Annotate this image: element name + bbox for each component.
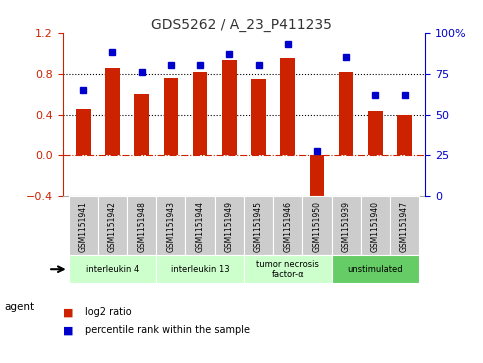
Bar [69, 196, 98, 255]
Bar [185, 196, 215, 255]
Text: interleukin 4: interleukin 4 [86, 265, 139, 274]
Text: GSM1151944: GSM1151944 [196, 201, 205, 252]
Bar [302, 196, 331, 255]
Text: ■: ■ [63, 307, 73, 317]
Text: GSM1151945: GSM1151945 [254, 201, 263, 252]
Text: GSM1151947: GSM1151947 [400, 201, 409, 252]
Text: GSM1151950: GSM1151950 [313, 201, 322, 252]
Text: ■: ■ [63, 325, 73, 335]
Text: GSM1151948: GSM1151948 [137, 201, 146, 252]
Bar [156, 196, 185, 255]
Text: GDS5262 / A_23_P411235: GDS5262 / A_23_P411235 [151, 18, 332, 32]
Bar [339, 72, 354, 155]
Text: GSM1151942: GSM1151942 [108, 201, 117, 252]
Bar [331, 255, 419, 283]
Text: GSM1151940: GSM1151940 [371, 201, 380, 252]
Bar [390, 196, 419, 255]
Text: agent: agent [5, 302, 35, 312]
Bar [127, 196, 156, 255]
Text: GSM1151941: GSM1151941 [79, 201, 88, 252]
Bar [98, 196, 127, 255]
Text: GSM1151943: GSM1151943 [166, 201, 175, 252]
Text: GSM1151946: GSM1151946 [283, 201, 292, 252]
Bar [398, 114, 412, 155]
Text: interleukin 13: interleukin 13 [171, 265, 229, 274]
Text: unstimulated: unstimulated [348, 265, 403, 274]
Bar [134, 94, 149, 155]
Text: tumor necrosis
factor-α: tumor necrosis factor-α [256, 260, 319, 279]
Bar [273, 196, 302, 255]
Bar [310, 155, 324, 205]
Bar [105, 69, 120, 155]
Text: GSM1151939: GSM1151939 [341, 201, 351, 252]
Bar [215, 196, 244, 255]
Bar [69, 255, 156, 283]
Bar [164, 78, 178, 155]
Bar [361, 196, 390, 255]
Bar [244, 255, 331, 283]
Bar [76, 109, 90, 155]
Text: log2 ratio: log2 ratio [85, 307, 131, 317]
Bar [331, 196, 361, 255]
Bar [244, 196, 273, 255]
Text: GSM1151949: GSM1151949 [225, 201, 234, 252]
Bar [193, 72, 207, 155]
Bar [222, 60, 237, 155]
Bar [281, 58, 295, 155]
Text: percentile rank within the sample: percentile rank within the sample [85, 325, 250, 335]
Bar [251, 79, 266, 155]
Bar [156, 255, 244, 283]
Bar [368, 111, 383, 155]
